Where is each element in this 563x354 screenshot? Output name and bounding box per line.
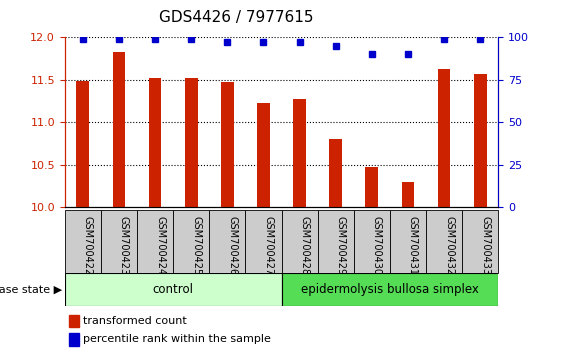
Bar (257, 103, 270, 207)
FancyBboxPatch shape (354, 210, 390, 273)
FancyBboxPatch shape (101, 210, 137, 273)
Text: GSM700427: GSM700427 (263, 216, 274, 275)
Bar (293, 99, 306, 207)
FancyBboxPatch shape (137, 210, 173, 273)
FancyBboxPatch shape (65, 273, 282, 306)
Text: control: control (153, 283, 194, 296)
Text: transformed count: transformed count (83, 316, 187, 326)
Text: epidermolysis bullosa simplex: epidermolysis bullosa simplex (301, 283, 479, 296)
Bar (69, 333, 79, 346)
Text: percentile rank within the sample: percentile rank within the sample (83, 334, 271, 344)
FancyBboxPatch shape (245, 210, 282, 273)
Text: GSM700428: GSM700428 (300, 216, 310, 275)
Text: GSM700432: GSM700432 (444, 216, 454, 275)
Bar (365, 167, 378, 207)
Text: GSM700433: GSM700433 (480, 216, 490, 275)
Bar (329, 139, 342, 207)
Bar (113, 52, 125, 207)
FancyBboxPatch shape (318, 210, 354, 273)
Bar (185, 78, 198, 207)
FancyBboxPatch shape (282, 273, 498, 306)
Text: GSM700424: GSM700424 (155, 216, 165, 275)
FancyBboxPatch shape (462, 210, 498, 273)
Bar (401, 182, 414, 207)
FancyBboxPatch shape (426, 210, 462, 273)
Text: disease state ▶: disease state ▶ (0, 284, 62, 295)
FancyBboxPatch shape (209, 210, 245, 273)
Text: GSM700426: GSM700426 (227, 216, 238, 275)
Bar (69, 315, 79, 327)
Text: GSM700429: GSM700429 (336, 216, 346, 275)
Text: GSM700430: GSM700430 (372, 216, 382, 275)
Text: GSM700422: GSM700422 (83, 216, 93, 275)
FancyBboxPatch shape (390, 210, 426, 273)
Text: GSM700431: GSM700431 (408, 216, 418, 275)
FancyBboxPatch shape (282, 210, 318, 273)
Bar (149, 78, 162, 207)
Bar (438, 69, 450, 207)
Text: GSM700425: GSM700425 (191, 216, 201, 275)
FancyBboxPatch shape (65, 210, 101, 273)
Bar (221, 82, 234, 207)
Text: GSM700423: GSM700423 (119, 216, 129, 275)
Text: GDS4426 / 7977615: GDS4426 / 7977615 (159, 10, 314, 25)
Bar (77, 81, 89, 207)
FancyBboxPatch shape (173, 210, 209, 273)
Bar (474, 74, 486, 207)
